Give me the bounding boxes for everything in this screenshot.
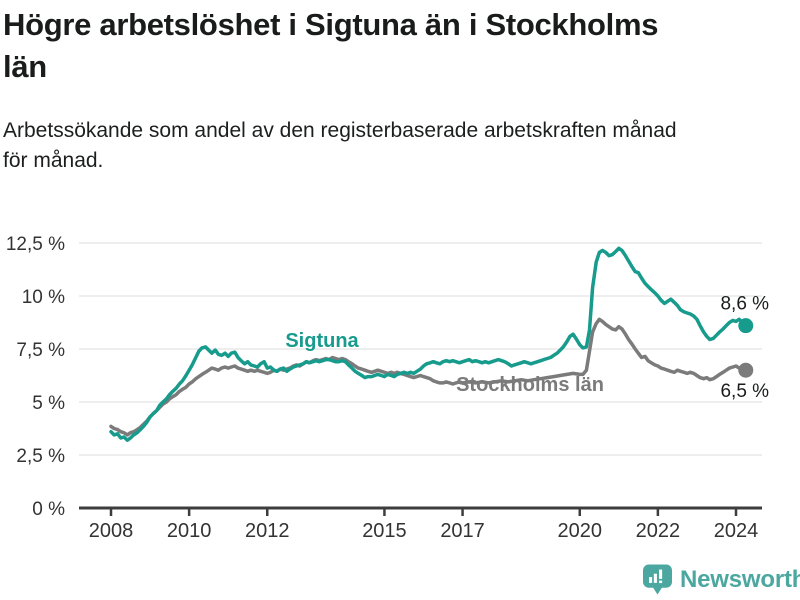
newsworthy-bubble-chart-icon [643, 564, 672, 595]
series-end-dot [738, 318, 754, 334]
series-name-label-sigtuna: Sigtuna [285, 330, 359, 352]
y-axis-tick-label: 0 % [32, 499, 65, 520]
series-name-label-stockholms-lan: Stockholms län [456, 374, 604, 396]
newsworthy-logo-text: Newsworthy [680, 566, 800, 593]
newsworthy-logo: Newsworthy [643, 564, 800, 596]
x-axis-tick-label: 2022 [636, 520, 681, 542]
y-axis-tick-label: 2,5 % [16, 446, 65, 467]
page-title: Högre arbetslöshet i Sigtuna än i Stockh… [3, 7, 659, 85]
y-axis-tick-label: 7,5 % [16, 340, 65, 361]
series-line-stockholms-lan [109, 317, 748, 437]
series-line-sigtuna [109, 246, 748, 442]
series-end-value-label: 8,6 % [720, 294, 769, 315]
x-axis-tick-label: 2010 [167, 520, 212, 542]
y-axis-tick-label: 12,5 % [6, 234, 65, 255]
x-axis-tick-label: 2024 [714, 520, 759, 542]
x-axis-tick-label: 2020 [558, 520, 603, 542]
page-subtitle: Arbetssökande som andel av den registerb… [3, 119, 677, 173]
x-axis-tick-label: 2015 [362, 520, 407, 542]
series-end-value-label: 6,5 % [720, 381, 769, 402]
y-axis-tick-label: 10 % [22, 287, 65, 308]
series-end-dot [738, 362, 754, 378]
line-chart: 0 % 2,5 % 5 % 7,5 % 10 % 12,5 % 2008 2010 2012 20… [6, 234, 769, 542]
x-axis-tick-label: 2008 [89, 520, 134, 542]
x-axis-tick-label: 2017 [440, 520, 485, 542]
y-axis-tick-label: 5 % [32, 393, 65, 414]
x-axis-tick-label: 2012 [245, 520, 290, 542]
